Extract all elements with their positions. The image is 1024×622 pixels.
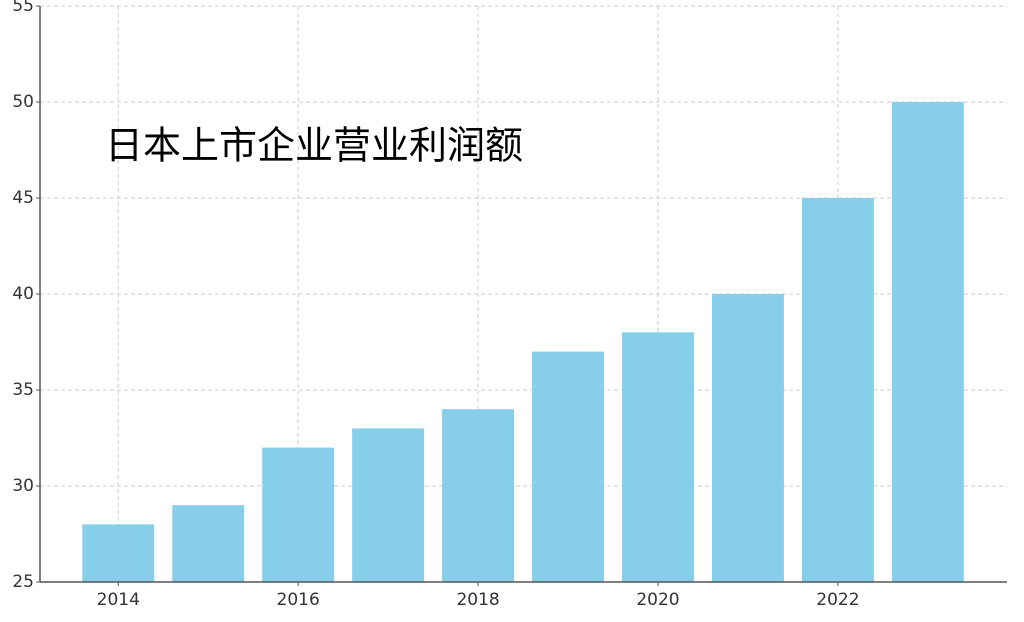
y-tick-label: 35 <box>12 380 34 400</box>
bar <box>801 198 874 582</box>
bar <box>442 409 515 582</box>
chart-title: 日本上市企业营业利润额 <box>105 124 523 168</box>
bar <box>891 102 964 582</box>
x-tick-label: 2014 <box>97 590 140 610</box>
y-tick-label: 40 <box>12 284 34 304</box>
bar <box>532 351 605 582</box>
x-tick-label: 2016 <box>277 590 320 610</box>
y-tick-label: 55 <box>12 0 34 16</box>
bar <box>352 428 425 582</box>
bar <box>82 524 155 582</box>
bar <box>172 505 245 582</box>
bar <box>262 447 335 582</box>
x-tick-label: 2022 <box>816 590 859 610</box>
y-tick-label: 50 <box>12 92 34 112</box>
bar <box>621 332 694 582</box>
x-tick-label: 2020 <box>636 590 679 610</box>
y-tick-label: 25 <box>12 572 34 592</box>
y-tick-label: 45 <box>12 188 34 208</box>
y-tick-label: 30 <box>12 476 34 496</box>
bar <box>711 294 784 582</box>
x-tick-label: 2018 <box>456 590 499 610</box>
